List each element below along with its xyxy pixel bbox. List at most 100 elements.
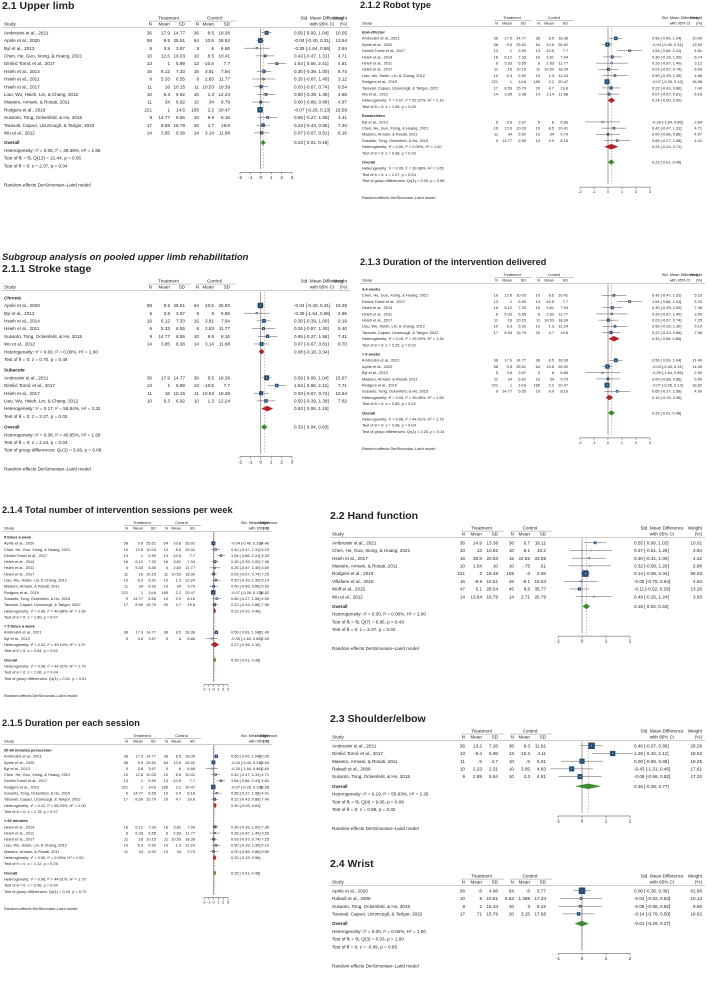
study-value: -3: [526, 571, 531, 576]
study-weight: 18.53: [691, 751, 703, 756]
panel-title: 2.3 Shoulder/elbow: [330, 713, 426, 725]
study-value: 34: [209, 100, 215, 105]
study-weight: 15.97: [336, 375, 348, 380]
study-value: 10: [164, 584, 169, 589]
study-value: 17.9: [161, 30, 170, 35]
study-value: 11.77: [219, 77, 231, 82]
study-value: 3.8: [164, 311, 171, 316]
study-value: 20.47: [185, 590, 195, 595]
study-value: 2: [479, 904, 482, 909]
study-value: 13: [147, 61, 153, 66]
study-value: 6: [179, 636, 181, 641]
header-col: N: [537, 277, 540, 282]
study-value: 2.83: [546, 61, 554, 66]
subgroup-heading: Subgroup analysis on pooled upper limb r…: [2, 252, 249, 263]
study-value: 6.55: [518, 138, 526, 143]
study-name: Ambrosini et al., 2021: [4, 375, 49, 380]
study-weight: 10.05: [259, 754, 269, 759]
study-value: 185: [191, 107, 199, 112]
x-tick-label: -2: [578, 189, 581, 194]
study-value: 4.81: [537, 774, 546, 779]
study-value: 6.55: [148, 565, 156, 570]
x-tick-label: 1: [605, 956, 608, 961]
study-value: 14.77: [133, 596, 143, 601]
study-value: 8.59: [161, 123, 170, 128]
study-weight: 4.90: [694, 389, 702, 394]
study-name: Ambrosini et al., 2021: [332, 540, 377, 545]
study-value: 185: [162, 590, 169, 595]
header-ci: with 95% CI: [310, 285, 335, 290]
study-ci: -0.05 [-0.75, 0.64]: [634, 579, 670, 584]
header-pct: (%): [696, 277, 703, 282]
subgroup-test: Test of θ = 0: z = 0.98, p = 0.33: [362, 150, 416, 155]
subgroup-label: > 6 weeks: [362, 352, 380, 357]
study-value: 10: [194, 399, 200, 404]
study-ci: -0.07 [-0.26, 0.13]: [294, 107, 330, 112]
study-effect-point: [261, 132, 263, 134]
header-treatment: Treatment: [503, 15, 522, 20]
study-weight: 10.13: [691, 896, 703, 901]
study-value: 9.5: [507, 364, 512, 369]
study-value: 10.03: [146, 772, 156, 777]
study-weight: 5.50: [694, 376, 702, 381]
study-value: 1.3: [549, 73, 554, 78]
study-value: 3.97: [148, 766, 156, 771]
study-value: 64: [194, 303, 200, 308]
study-name: Aprile et al., 2020: [332, 888, 368, 893]
study-value: 6.92: [518, 132, 526, 137]
panel-title: 2.1.1 Stroke stage: [2, 263, 92, 275]
header-pct: (%): [340, 22, 348, 27]
study-value: 17: [494, 330, 498, 335]
study-value: 5.99: [148, 553, 156, 558]
study-value: 6.86: [221, 46, 230, 51]
x-tick-label: -2: [238, 175, 243, 180]
study-value: 3.97: [176, 46, 185, 51]
study-value: 14.6: [176, 107, 185, 112]
forest-svg: Treatment Control Std. Mean Difference Weig…: [330, 874, 705, 968]
study-value: 11: [494, 376, 498, 381]
study-name: Ambrosini et al., 2021: [332, 743, 377, 748]
study-value: 10.03: [516, 293, 526, 298]
overall-diamond: [575, 783, 601, 790]
study-value: 5.99: [518, 299, 526, 304]
study-effect-point: [266, 377, 268, 379]
subgroup-diamond: [258, 348, 265, 355]
study-value: 14.77: [502, 389, 512, 394]
study-weight: 14.40: [259, 541, 270, 546]
study-value: 1: [141, 590, 143, 595]
subgroup-heterogeneity: Heterogeneity: τ² = 0.10, I² = 25.20%, H…: [362, 336, 445, 341]
study-value: 10: [494, 293, 499, 298]
study-value: 16: [508, 67, 512, 72]
study-ci: 0.26 [-0.87, 1.40]: [294, 77, 329, 82]
study-value: 5.99: [176, 61, 185, 66]
study-value: 185: [534, 383, 541, 388]
study-value: 8.59: [135, 602, 143, 607]
study-value: 6.3: [507, 73, 512, 78]
study-value: 10: [509, 904, 515, 909]
study-value: 11.77: [219, 326, 231, 331]
header-col: SD: [492, 880, 499, 885]
study-value: 4.11: [537, 751, 546, 756]
study-name: Byl et al., 2013: [4, 766, 30, 771]
header-col: Mean: [519, 735, 531, 740]
overall-stat: Test of θ = 0: z = 2.07, p = 0.04: [4, 163, 68, 168]
study-value: 11: [164, 571, 168, 576]
study-ci: 1.54 [ 0.66, 2.41]: [294, 383, 328, 388]
study-weight: 13.94: [336, 38, 348, 43]
study-ci: -0.04 [-0.40, 0.31]: [652, 364, 683, 369]
study-effect-point: [215, 631, 217, 633]
study-name: Liao, Wu, Hsieh, Lin, & Chang, 2012: [4, 843, 67, 848]
header-smd: Std. Mean Difference: [640, 874, 684, 879]
study-value: 10.15: [146, 571, 156, 576]
study-value: 26.79: [535, 594, 547, 599]
subgroup-ci: 0.10 [-0.15, 0.36]: [652, 395, 681, 400]
study-ci: 0.22 [-0.43, 0.86]: [231, 602, 260, 607]
study-effect-point: [259, 109, 261, 111]
study-value: 6.92: [148, 849, 156, 854]
study-value: 10.53: [544, 67, 554, 72]
study-ci: 0.26 [-0.87, 1.40]: [652, 311, 681, 316]
study-value: 34: [177, 584, 182, 589]
study-value: 6: [149, 77, 152, 82]
study-name: Hsieh et al., 2017: [4, 837, 34, 842]
study-value: 12.24: [558, 73, 569, 78]
